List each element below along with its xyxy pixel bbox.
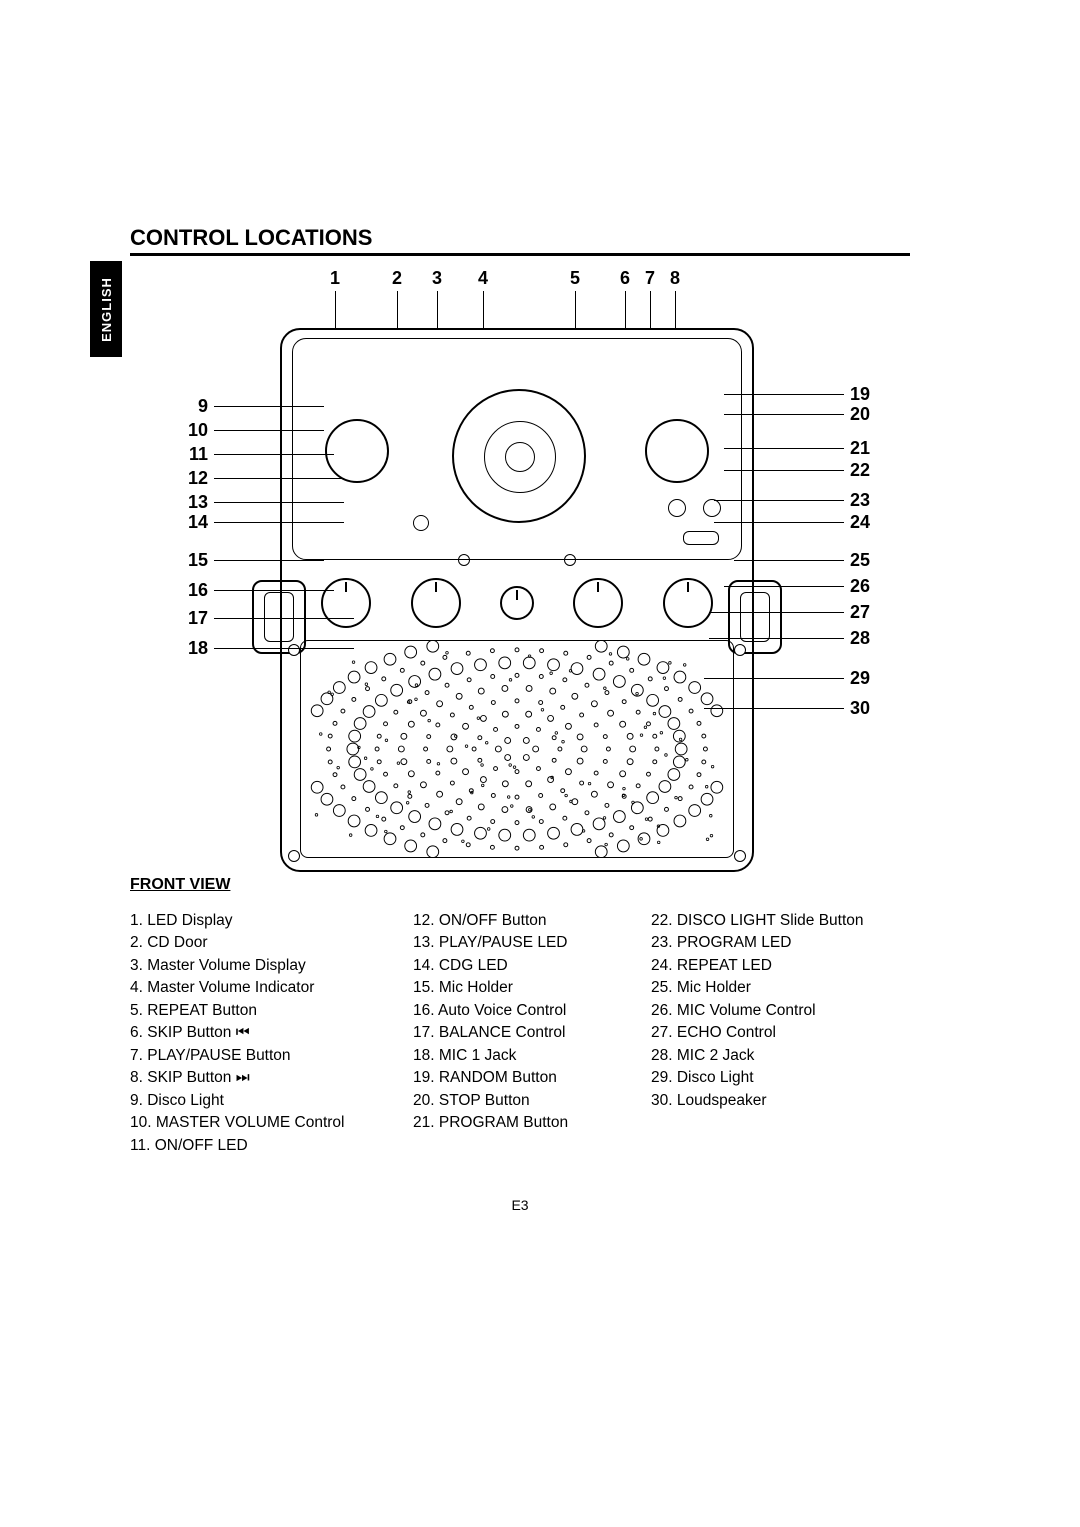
legend-item: 11. ON/OFF LED — [130, 1135, 385, 1157]
legend-col-2: 12. ON/OFF Button13. PLAY/PAUSE LED14. C… — [413, 910, 623, 1157]
knob — [663, 578, 713, 628]
callout-right: 26 — [850, 576, 880, 597]
callout-right: 22 — [850, 460, 880, 481]
legend-item: 28. MIC 2 Jack — [651, 1045, 871, 1067]
legend-item: 19. RANDOM Button — [413, 1067, 623, 1089]
legend-item: 12. ON/OFF Button — [413, 910, 623, 932]
legend-item: 17. BALANCE Control — [413, 1022, 623, 1044]
screw — [288, 644, 300, 656]
callout-right: 27 — [850, 602, 880, 623]
knob — [411, 578, 461, 628]
legend-item: 10. MASTER VOLUME Control — [130, 1112, 385, 1134]
callout-left: 12 — [180, 468, 208, 489]
legend-item: 18. MIC 1 Jack — [413, 1045, 623, 1067]
legend-item: 25. Mic Holder — [651, 977, 871, 999]
control-knob-row — [282, 578, 752, 628]
slide-button — [683, 531, 719, 545]
language-tab-label: ENGLISH — [99, 277, 114, 342]
legend-item: 1. LED Display — [130, 910, 385, 932]
grille-pattern — [301, 641, 733, 857]
legend-item: 20. STOP Button — [413, 1090, 623, 1112]
legend-item: 14. CDG LED — [413, 955, 623, 977]
callout-right: 23 — [850, 490, 880, 511]
legend-item: 6. SKIP Button ⏮ — [130, 1022, 385, 1044]
subheading: FRONT VIEW — [130, 876, 910, 894]
legend-item: 5. REPEAT Button — [130, 1000, 385, 1022]
legend-item: 3. Master Volume Display — [130, 955, 385, 977]
legend-item: 16. Auto Voice Control — [413, 1000, 623, 1022]
legend-item: 29. Disco Light — [651, 1067, 871, 1089]
callout-right: 29 — [850, 668, 880, 689]
led — [413, 515, 429, 531]
callout-right: 25 — [850, 550, 880, 571]
cd-door — [452, 389, 586, 523]
volume-knob-left — [325, 419, 389, 483]
button — [703, 499, 721, 517]
callout-left: 14 — [180, 512, 208, 533]
speaker-grille — [300, 640, 734, 858]
callout-right: 19 — [850, 384, 880, 405]
callout-right: 21 — [850, 438, 880, 459]
legend-item: 4. Master Volume Indicator — [130, 977, 385, 999]
volume-knob-right — [645, 419, 709, 483]
legend-item: 26. MIC Volume Control — [651, 1000, 871, 1022]
callout-right: 30 — [850, 698, 880, 719]
legend-col-3: 22. DISCO LIGHT Slide Button23. PROGRAM … — [651, 910, 871, 1157]
callout-left: 16 — [180, 580, 208, 601]
legend-item: 13. PLAY/PAUSE LED — [413, 932, 623, 954]
knob — [321, 578, 371, 628]
knob — [573, 578, 623, 628]
legend-item: 15. Mic Holder — [413, 977, 623, 999]
jack — [500, 586, 534, 620]
legend-item: 9. Disco Light — [130, 1090, 385, 1112]
legend-item: 22. DISCO LIGHT Slide Button — [651, 910, 871, 932]
callout-left: 18 — [180, 638, 208, 659]
page-number: E3 — [130, 1197, 910, 1213]
callout-left: 13 — [180, 492, 208, 513]
legend-item: 27. ECHO Control — [651, 1022, 871, 1044]
top-panel — [292, 338, 742, 560]
legend-item: 7. PLAY/PAUSE Button — [130, 1045, 385, 1067]
legend-columns: 1. LED Display2. CD Door3. Master Volume… — [130, 910, 910, 1157]
page: ENGLISH CONTROL LOCATIONS 12345678 — [130, 225, 910, 1157]
screw — [734, 644, 746, 656]
legend-item: 2. CD Door — [130, 932, 385, 954]
led — [564, 554, 576, 566]
section-title: CONTROL LOCATIONS — [130, 225, 910, 256]
screw — [734, 850, 746, 862]
language-tab: ENGLISH — [90, 261, 122, 357]
legend-item: 24. REPEAT LED — [651, 955, 871, 977]
legend-item: 30. Loudspeaker — [651, 1090, 871, 1112]
callout-left: 15 — [180, 550, 208, 571]
led — [458, 554, 470, 566]
legend-item: 8. SKIP Button ⏭ — [130, 1067, 385, 1089]
legend-item: 23. PROGRAM LED — [651, 932, 871, 954]
callout-left: 10 — [180, 420, 208, 441]
diagram: 12345678 — [130, 268, 910, 858]
screw — [288, 850, 300, 862]
legend-item: 21. PROGRAM Button — [413, 1112, 623, 1134]
button — [668, 499, 686, 517]
callout-right: 28 — [850, 628, 880, 649]
callout-right: 24 — [850, 512, 880, 533]
callout-left: 17 — [180, 608, 208, 629]
callout-left: 11 — [180, 444, 208, 465]
callout-right: 20 — [850, 404, 880, 425]
legend-col-1: 1. LED Display2. CD Door3. Master Volume… — [130, 910, 385, 1157]
device-outline — [280, 328, 754, 872]
callout-left: 9 — [180, 396, 208, 417]
